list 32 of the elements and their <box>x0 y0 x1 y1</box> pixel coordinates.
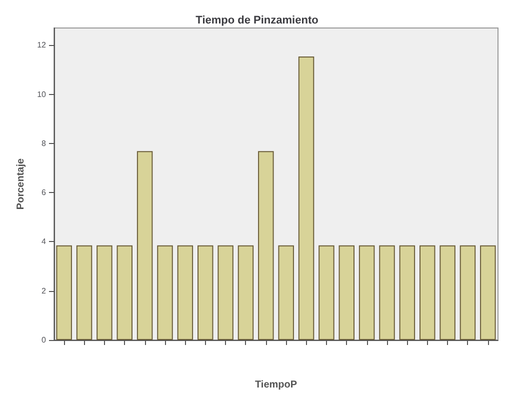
bar <box>116 245 133 340</box>
bar <box>298 56 314 340</box>
bar <box>56 245 72 340</box>
bar <box>480 245 496 340</box>
bar <box>460 245 476 340</box>
y-tick-label: 0 <box>42 336 47 344</box>
bar <box>136 151 153 340</box>
bar <box>238 245 254 340</box>
y-tick-label: 12 <box>37 40 47 50</box>
y-tick-label: 8 <box>42 138 47 148</box>
bar <box>177 245 194 340</box>
bar <box>197 245 214 340</box>
bar <box>318 245 334 340</box>
bar <box>157 245 173 340</box>
bar <box>440 245 456 340</box>
bar <box>76 245 92 340</box>
bar <box>218 245 234 340</box>
bar <box>96 245 112 340</box>
bar <box>338 245 355 340</box>
x-axis-title: TiempoP <box>254 380 298 390</box>
y-tick-label: 2 <box>42 286 47 296</box>
y-axis-title: Porcentaje <box>16 158 26 210</box>
bar <box>379 245 395 340</box>
bar <box>258 151 274 340</box>
bar <box>278 245 294 340</box>
bar <box>358 245 375 340</box>
bar <box>419 245 436 340</box>
y-tick-label: 6 <box>42 188 47 198</box>
chart-title: Tiempo de Pinzamiento <box>196 14 319 26</box>
y-tick-label: 4 <box>42 237 47 246</box>
y-tick-label: 10 <box>37 90 47 99</box>
bar <box>399 245 416 340</box>
